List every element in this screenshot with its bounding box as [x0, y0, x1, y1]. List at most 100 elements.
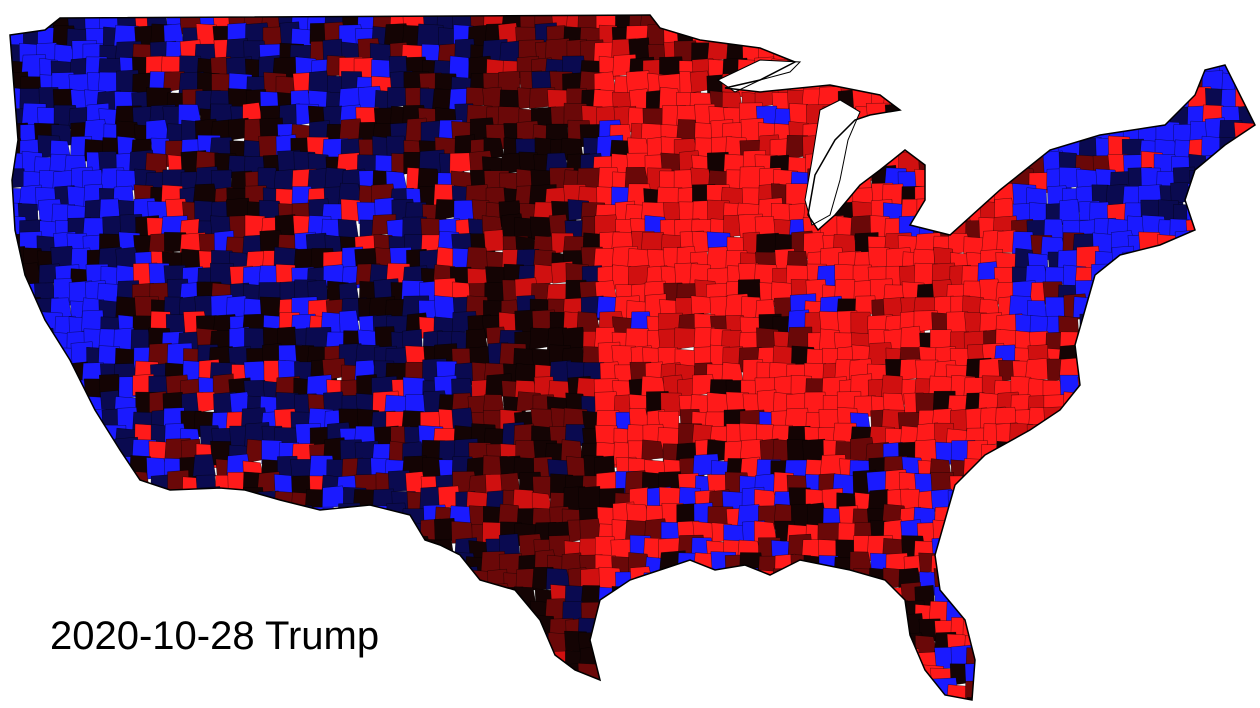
county-cell — [945, 56, 972, 84]
county-cell — [1026, 38, 1053, 66]
county-cell — [259, 538, 287, 565]
county-cell — [900, 39, 926, 66]
county-cell — [1012, 487, 1034, 513]
county-cell — [626, 664, 649, 691]
county-cell — [52, 700, 74, 708]
county-cell — [1158, 457, 1183, 482]
county-cell — [695, 697, 718, 700]
county-cell — [1123, 663, 1149, 690]
county-cell — [1253, 650, 1255, 674]
county-cell — [1009, 601, 1036, 624]
county-cell — [770, 631, 797, 655]
county-cell — [1058, 426, 1082, 448]
county-cell — [838, 647, 865, 674]
county-cell — [1091, 617, 1117, 643]
county-cell — [1170, 391, 1197, 414]
county-cell — [485, 583, 512, 606]
county-cell — [53, 508, 77, 532]
county-cell — [1250, 279, 1255, 307]
county-cell — [1169, 667, 1196, 689]
county-cell — [1190, 422, 1216, 448]
county-cell — [979, 504, 1005, 532]
county-cell — [534, 680, 561, 700]
county-cell — [774, 679, 797, 700]
county-cell — [69, 535, 98, 559]
county-cell — [20, 427, 42, 450]
county-cell — [1105, 380, 1130, 402]
county-cell — [1172, 250, 1196, 273]
county-cell — [997, 600, 1023, 626]
county-cell — [470, 586, 494, 612]
county-cell — [1077, 585, 1100, 607]
county-cell — [1079, 25, 1103, 50]
county-cell — [470, 632, 494, 659]
county-cell — [1044, 551, 1066, 573]
county-cell — [67, 683, 93, 700]
county-cell — [1139, 441, 1164, 463]
county-cell — [947, 25, 972, 48]
county-cell — [1237, 27, 1255, 49]
county-cell — [1073, 504, 1097, 530]
county-cell — [1203, 183, 1228, 211]
county-cell — [1255, 455, 1260, 481]
county-cell — [82, 437, 104, 463]
county-cell — [1219, 249, 1244, 273]
county-cell — [1123, 41, 1144, 68]
county-cell — [1186, 438, 1211, 465]
county-cell — [739, 648, 763, 670]
county-cell — [1058, 679, 1083, 700]
county-cell — [1043, 588, 1068, 612]
county-cell — [852, 683, 876, 700]
county-cell — [854, 634, 880, 657]
county-cell — [403, 681, 430, 700]
county-cell — [919, 15, 944, 31]
county-cell — [36, 677, 63, 700]
county-cell — [51, 391, 74, 415]
county-cell — [866, 15, 889, 31]
county-cell — [930, 41, 954, 69]
county-cell — [996, 92, 1022, 115]
county-cell — [1204, 472, 1228, 497]
county-cell — [626, 614, 650, 641]
county-cell — [1204, 251, 1232, 272]
county-cell — [422, 648, 448, 671]
county-cell — [1046, 57, 1071, 82]
county-cell — [839, 617, 863, 639]
county-cell — [965, 680, 992, 700]
county-cell — [1143, 631, 1170, 656]
county-cell — [18, 486, 43, 513]
county-cell — [977, 107, 1003, 132]
county-cell — [1011, 474, 1035, 498]
county-cell — [116, 566, 141, 591]
county-cell — [1154, 695, 1180, 700]
county-cell — [369, 668, 395, 690]
county-cell — [1107, 569, 1134, 592]
county-cell — [435, 649, 459, 674]
county-cell — [678, 15, 704, 35]
county-cell — [1153, 439, 1180, 465]
county-cell — [641, 439, 665, 461]
county-cell — [71, 441, 92, 466]
county-cell — [20, 586, 46, 611]
county-cell — [1250, 15, 1255, 34]
county-cell — [723, 616, 748, 643]
county-cell — [1029, 697, 1052, 700]
county-cell — [406, 649, 432, 673]
county-cell — [1105, 679, 1128, 700]
county-cell — [1012, 71, 1036, 96]
county-cell — [1252, 185, 1255, 212]
county-cell — [338, 699, 360, 700]
county-cell — [1237, 217, 1255, 241]
county-cell — [1157, 616, 1182, 641]
county-cell — [1239, 347, 1255, 376]
county-cell — [1170, 427, 1194, 449]
county-cell — [1127, 406, 1151, 429]
county-cell — [899, 683, 921, 700]
county-cell — [1124, 380, 1146, 402]
county-cell — [1154, 40, 1178, 67]
county-cell — [166, 567, 192, 591]
county-cell — [1126, 652, 1150, 676]
county-cell — [485, 614, 513, 637]
county-cell — [853, 138, 880, 160]
county-cell — [1248, 408, 1255, 430]
